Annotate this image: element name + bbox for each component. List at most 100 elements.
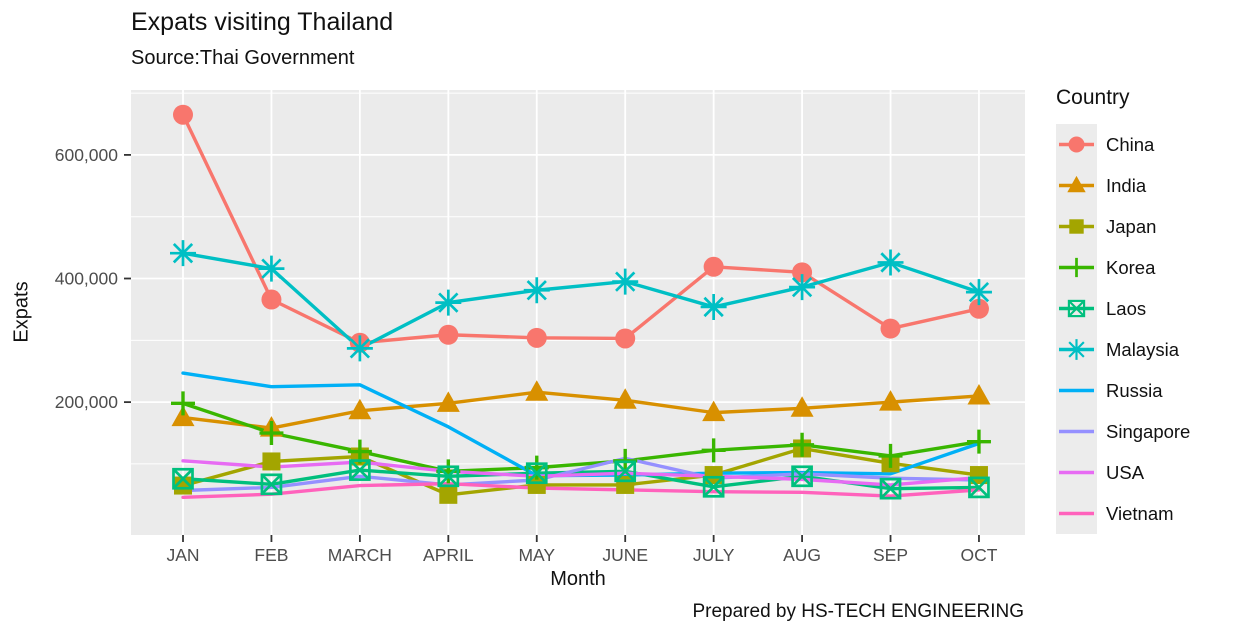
legend-item-Laos: Laos <box>1056 288 1190 329</box>
legend-key-Korea <box>1056 247 1097 288</box>
marker-plus-icon <box>966 429 991 454</box>
legend-key-Japan <box>1056 206 1097 247</box>
legend-key-Malaysia <box>1056 329 1097 370</box>
marker-circle-icon <box>438 324 459 345</box>
chart-title: Expats visiting Thailand <box>131 8 394 36</box>
marker-square-icon <box>439 485 458 504</box>
marker-plus-icon <box>701 438 726 463</box>
marker-triangle-icon <box>613 388 637 409</box>
legend-key-Singapore <box>1056 411 1097 452</box>
marker-crossed-square-icon <box>614 460 637 483</box>
legend-title: Country <box>1056 86 1130 109</box>
marker-plus-icon <box>790 432 815 457</box>
marker-asterisk-icon <box>435 289 462 316</box>
y-tick-label: 200,000 <box>55 392 119 412</box>
marker-circle-icon <box>703 256 724 277</box>
marker-crossed-square-icon <box>260 473 283 496</box>
legend-item-Vietnam: Vietnam <box>1056 493 1190 534</box>
legend-key-China <box>1056 124 1097 165</box>
legend-key-USA <box>1056 452 1097 493</box>
series-line-Vietnam <box>181 482 981 499</box>
marker-crossed-square-icon <box>702 475 725 498</box>
legend-label-Russia: Russia <box>1106 380 1163 401</box>
marker-square-icon <box>969 466 988 485</box>
legend-label-Malaysia: Malaysia <box>1106 339 1179 360</box>
marker-asterisk-icon <box>700 293 727 320</box>
marker-square-icon <box>1069 219 1084 234</box>
marker-asterisk-icon <box>877 249 904 276</box>
marker-triangle-icon <box>436 391 460 412</box>
legend-label-Korea: Korea <box>1106 257 1156 278</box>
marker-square-icon <box>262 452 281 471</box>
legend-key-Vietnam <box>1056 493 1097 534</box>
marker-square-icon <box>174 476 192 495</box>
marker-plus-icon <box>171 391 195 416</box>
series-line-Korea <box>181 401 981 474</box>
series-line-Japan <box>181 446 981 497</box>
marker-triangle-icon <box>967 383 991 405</box>
legend-label-China: China <box>1106 134 1155 155</box>
marker-circle-icon <box>526 327 547 348</box>
legend: Country China India Japan <box>1056 84 1190 534</box>
marker-asterisk-icon <box>789 274 816 301</box>
x-tick-label: MARCH <box>328 545 392 565</box>
legend-item-India: India <box>1056 165 1190 206</box>
marker-crossed-square-icon <box>349 459 371 481</box>
legend-item-USA: USA <box>1056 452 1190 493</box>
x-tick-label: JUNE <box>602 545 648 565</box>
legend-item-China: China <box>1056 124 1190 165</box>
marker-asterisk-icon <box>523 277 550 304</box>
chart-subtitle: Source:Thai Government <box>131 47 355 69</box>
marker-circle-icon <box>261 289 282 310</box>
x-tick-label: FEB <box>254 545 288 565</box>
marker-triangle-icon <box>1067 175 1086 193</box>
legend-label-Singapore: Singapore <box>1106 421 1191 442</box>
marker-circle-icon <box>615 328 636 349</box>
marker-square-icon <box>527 475 546 494</box>
legend-label-Vietnam: Vietnam <box>1106 503 1174 524</box>
legend-items: China India Japan Korea <box>1056 124 1190 534</box>
series-line-USA <box>181 459 981 487</box>
marker-crossed-square-icon <box>172 467 194 490</box>
y-tick-label: 400,000 <box>55 269 119 289</box>
series-line-Malaysia <box>181 251 981 351</box>
legend-key-Laos <box>1056 288 1097 329</box>
marker-square-icon <box>704 466 723 485</box>
marker-crossed-square-icon <box>437 465 460 488</box>
legend-item-Korea: Korea <box>1056 247 1190 288</box>
marker-crossed-square-icon <box>525 462 548 485</box>
marker-triangle-icon <box>790 396 814 417</box>
marker-triangle-icon <box>348 398 372 420</box>
marker-asterisk-icon <box>612 268 639 295</box>
marker-circle-icon <box>880 318 901 339</box>
marker-circle-icon <box>1068 136 1085 153</box>
x-tick-label: MAY <box>518 545 555 565</box>
marker-triangle-icon <box>702 400 726 422</box>
marker-plus-icon <box>1066 257 1087 278</box>
series-line-Singapore <box>181 456 981 493</box>
marker-asterisk-icon <box>965 279 992 306</box>
marker-triangle-icon <box>171 405 195 427</box>
legend-label-Japan: Japan <box>1106 216 1157 237</box>
marker-asterisk-icon <box>1066 339 1087 360</box>
legend-item-Russia: Russia <box>1056 370 1190 411</box>
legend-key-Russia <box>1056 370 1097 411</box>
x-tick-label: APRIL <box>423 545 474 565</box>
marker-triangle-icon <box>525 380 549 401</box>
x-tick-label: JAN <box>166 545 199 565</box>
x-tick-label: AUG <box>783 545 821 565</box>
legend-label-India: India <box>1106 175 1147 196</box>
series-line-China <box>181 113 981 345</box>
legend-label-Laos: Laos <box>1106 298 1147 319</box>
marker-plus-icon <box>878 443 903 468</box>
marker-circle-icon <box>173 104 193 125</box>
marker-crossed-square-icon <box>879 477 902 500</box>
marker-crossed-square-icon <box>968 476 990 499</box>
legend-item-Japan: Japan <box>1056 206 1190 247</box>
legend-key-India <box>1056 165 1097 206</box>
marker-plus-icon <box>259 421 284 446</box>
marker-crossed-square-icon <box>791 465 813 488</box>
marker-plus-icon <box>436 459 461 484</box>
marker-asterisk-icon <box>258 255 285 282</box>
